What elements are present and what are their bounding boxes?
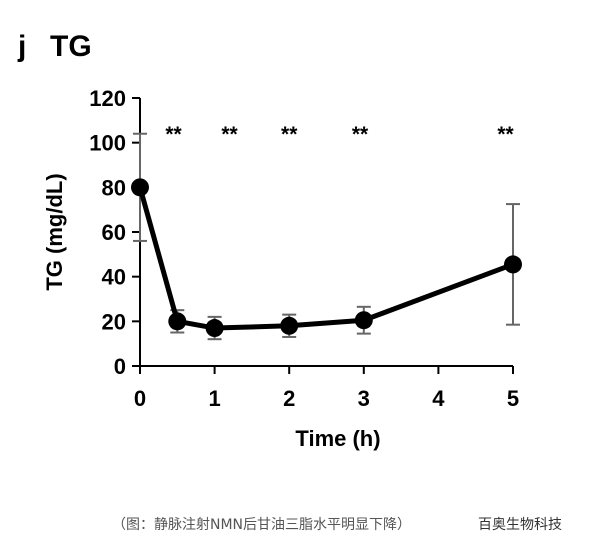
tg-line-chart: j TG 0 20 40 60 80 100 120 0 1 2 3 4 5 ** ** ** ** ** T…: [17, 30, 522, 451]
data-point: [280, 316, 299, 335]
significance-label: **: [352, 123, 369, 146]
error-bars: [133, 132, 520, 341]
data-point: [168, 312, 187, 331]
data-points: [131, 178, 522, 338]
data-point: [131, 178, 149, 197]
x-tick-label: 3: [358, 386, 370, 411]
data-point: [504, 255, 522, 274]
x-tick-label: 4: [432, 386, 445, 411]
y-tick-label: 60: [102, 220, 126, 245]
x-tick-label: 5: [507, 386, 519, 411]
significance-label: **: [221, 123, 238, 146]
y-tick-label: 80: [102, 175, 126, 200]
panel-title: TG: [50, 30, 92, 63]
y-axis-title: TG (mg/dL): [42, 173, 67, 290]
series-line: [137, 186, 514, 331]
x-axis-title: Time (h): [295, 426, 380, 451]
panel-letter: j: [17, 30, 26, 63]
significance-label: **: [165, 123, 182, 146]
data-point: [354, 311, 373, 330]
x-ticks: 0 1 2 3 4 5: [134, 366, 519, 411]
x-tick-label: 2: [283, 386, 295, 411]
y-tick-label: 120: [89, 86, 126, 111]
y-tick-label: 20: [102, 309, 126, 334]
significance-label: **: [281, 123, 298, 146]
figure-caption: （图：静脉注射NMN后甘油三脂水平明显下降）: [112, 517, 412, 533]
y-ticks: 0 20 40 60 80 100 120: [89, 86, 140, 379]
data-point: [205, 319, 224, 338]
significance-label: **: [497, 123, 514, 146]
significance-marks: ** ** ** ** **: [165, 123, 514, 146]
y-tick-label: 100: [89, 131, 126, 156]
watermark-text: 百奥生物科技: [478, 514, 562, 534]
x-tick-label: 1: [208, 386, 220, 411]
y-tick-label: 0: [114, 354, 126, 379]
x-tick-label: 0: [134, 386, 146, 411]
y-tick-label: 40: [102, 265, 126, 290]
